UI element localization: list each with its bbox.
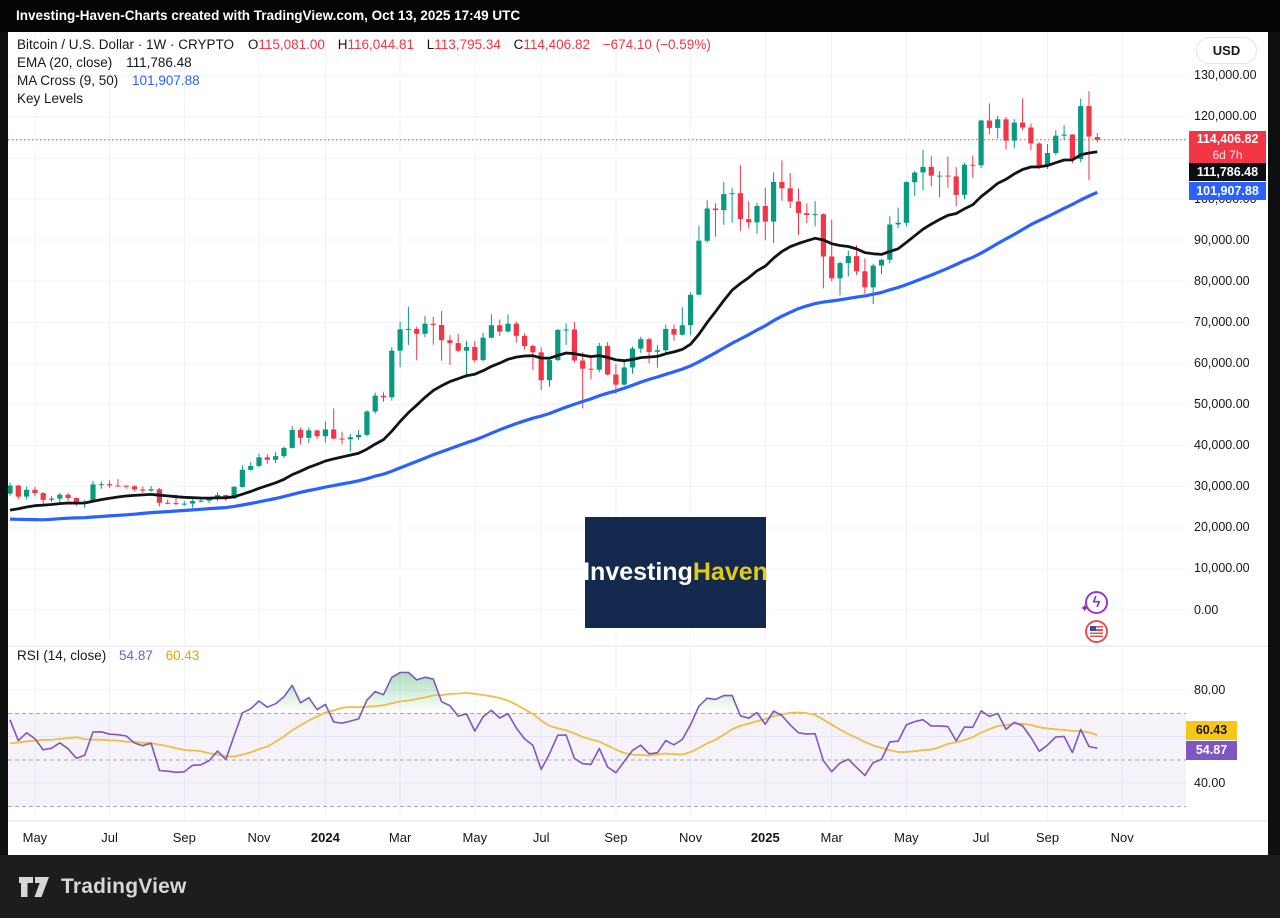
footer-bar: TradingView <box>0 855 1280 918</box>
time-tick: Sep <box>604 830 628 845</box>
price-tick: 130,000.00 <box>1194 68 1257 83</box>
time-tick: Sep <box>1035 830 1060 845</box>
sparkle-icon: ✦ <box>1080 603 1090 615</box>
ema20-line <box>9 150 1098 512</box>
price-tick: 0.00 <box>1194 602 1219 617</box>
rsi-label-box: 54.87 <box>1186 741 1237 760</box>
ma-cross-legend-row[interactable]: MA Cross (9, 50) 101,907.88 <box>17 73 711 88</box>
time-tick: Jul <box>972 830 990 845</box>
time-tick: May <box>462 830 488 845</box>
rsi-tick: 40.00 <box>1194 775 1226 790</box>
time-tick: Nov <box>1110 830 1134 845</box>
ema-price-label: 111,786.48 <box>1189 163 1266 181</box>
rsi-label: RSI (14, close) <box>17 648 107 663</box>
attribution-bar: Investing-Haven-Charts created with Trad… <box>0 0 1280 32</box>
attribution-text: Investing-Haven-Charts created with Trad… <box>16 8 521 23</box>
rsi-line <box>9 671 1098 777</box>
ma50-line <box>9 190 1098 522</box>
key-levels-label: Key Levels <box>17 91 84 106</box>
flag-canton <box>1090 626 1096 631</box>
time-tick: Nov <box>679 830 703 845</box>
chart-legend: Bitcoin / U.S. Dollar · 1W · CRYPTO O115… <box>17 37 711 109</box>
tradingview-brand-text[interactable]: TradingView <box>61 874 187 898</box>
time-tick: Sep <box>172 830 196 845</box>
tradingview-logo-icon[interactable] <box>17 874 51 900</box>
high-value: 116,044.81 <box>347 37 415 52</box>
last-price-label: 114,406.82 6d 7h <box>1189 131 1266 164</box>
rsi-legend-row[interactable]: RSI (14, close) 54.87 60.43 <box>17 648 199 663</box>
bar-countdown: 6d 7h <box>1212 148 1243 162</box>
time-tick: May <box>894 830 919 845</box>
investinghaven-watermark: Investing Haven <box>583 517 768 628</box>
time-tick: Nov <box>247 830 271 845</box>
rsi-ma-value: 60.43 <box>165 648 200 663</box>
change-value: −674.10 (−0.59%) <box>602 37 711 52</box>
symbol-title: Bitcoin / U.S. Dollar · 1W · CRYPTO <box>17 37 235 52</box>
watermark-text-haven: Haven <box>692 558 768 586</box>
ai-sparkle-icon[interactable]: ϟ ✦ <box>1080 591 1108 615</box>
currency-button[interactable]: USD <box>1196 37 1257 64</box>
open-value: 115,081.00 <box>258 37 325 52</box>
price-tick: 80,000.00 <box>1194 273 1250 288</box>
rsi-tick: 80.00 <box>1194 682 1226 697</box>
flag-stripes <box>1090 626 1103 637</box>
price-tick: 40,000.00 <box>1194 438 1250 453</box>
open-key: O <box>247 37 259 52</box>
us-flag-icon[interactable] <box>1085 620 1108 643</box>
low-value: 113,795.34 <box>434 37 501 52</box>
ma-price-label: 101,907.88 <box>1189 182 1266 200</box>
price-tick: 60,000.00 <box>1194 355 1250 370</box>
ema-legend-row[interactable]: EMA (20, close) 111,786.48 <box>17 55 711 70</box>
rsi-ma-label: 60.43 <box>1186 721 1237 740</box>
ema-label: EMA (20, close) <box>17 55 113 70</box>
lightning-icon: ϟ <box>1092 594 1101 611</box>
close-value: 114,406.82 <box>523 37 590 52</box>
price-tick: 10,000.00 <box>1194 561 1250 576</box>
time-tick: 2025 <box>750 830 780 845</box>
rsi-ma-line <box>9 692 1098 758</box>
chart-card <box>8 32 1268 855</box>
last-price-value: 114,406.82 <box>1196 132 1259 146</box>
time-tick: May <box>22 830 48 845</box>
high-key: H <box>337 37 348 52</box>
price-tick: 90,000.00 <box>1194 232 1250 247</box>
key-levels-legend-row[interactable]: Key Levels <box>17 91 711 106</box>
ema-value: 111,786.48 <box>126 55 192 70</box>
price-tick: 20,000.00 <box>1194 520 1250 535</box>
ma-cross-label: MA Cross (9, 50) <box>17 73 119 88</box>
time-tick: Jul <box>532 830 550 845</box>
time-tick: 2024 <box>310 830 340 845</box>
price-tick: 120,000.00 <box>1194 109 1257 124</box>
symbol-legend-row[interactable]: Bitcoin / U.S. Dollar · 1W · CRYPTO O115… <box>17 37 711 52</box>
time-tick: Jul <box>101 830 118 845</box>
close-key: C <box>513 37 524 52</box>
price-tick: 70,000.00 <box>1194 314 1250 329</box>
rsi-overbought-fill <box>242 672 985 714</box>
time-tick: Mar <box>820 830 843 845</box>
low-key: L <box>426 37 435 52</box>
price-tick: 30,000.00 <box>1194 479 1250 494</box>
price-tick: 50,000.00 <box>1194 397 1250 411</box>
rsi-value: 54.87 <box>119 648 153 663</box>
watermark-text-investing: Investing <box>583 558 693 586</box>
ma-cross-value: 101,907.88 <box>132 73 200 88</box>
candlesticks <box>8 91 1100 509</box>
time-tick: Mar <box>388 830 412 845</box>
